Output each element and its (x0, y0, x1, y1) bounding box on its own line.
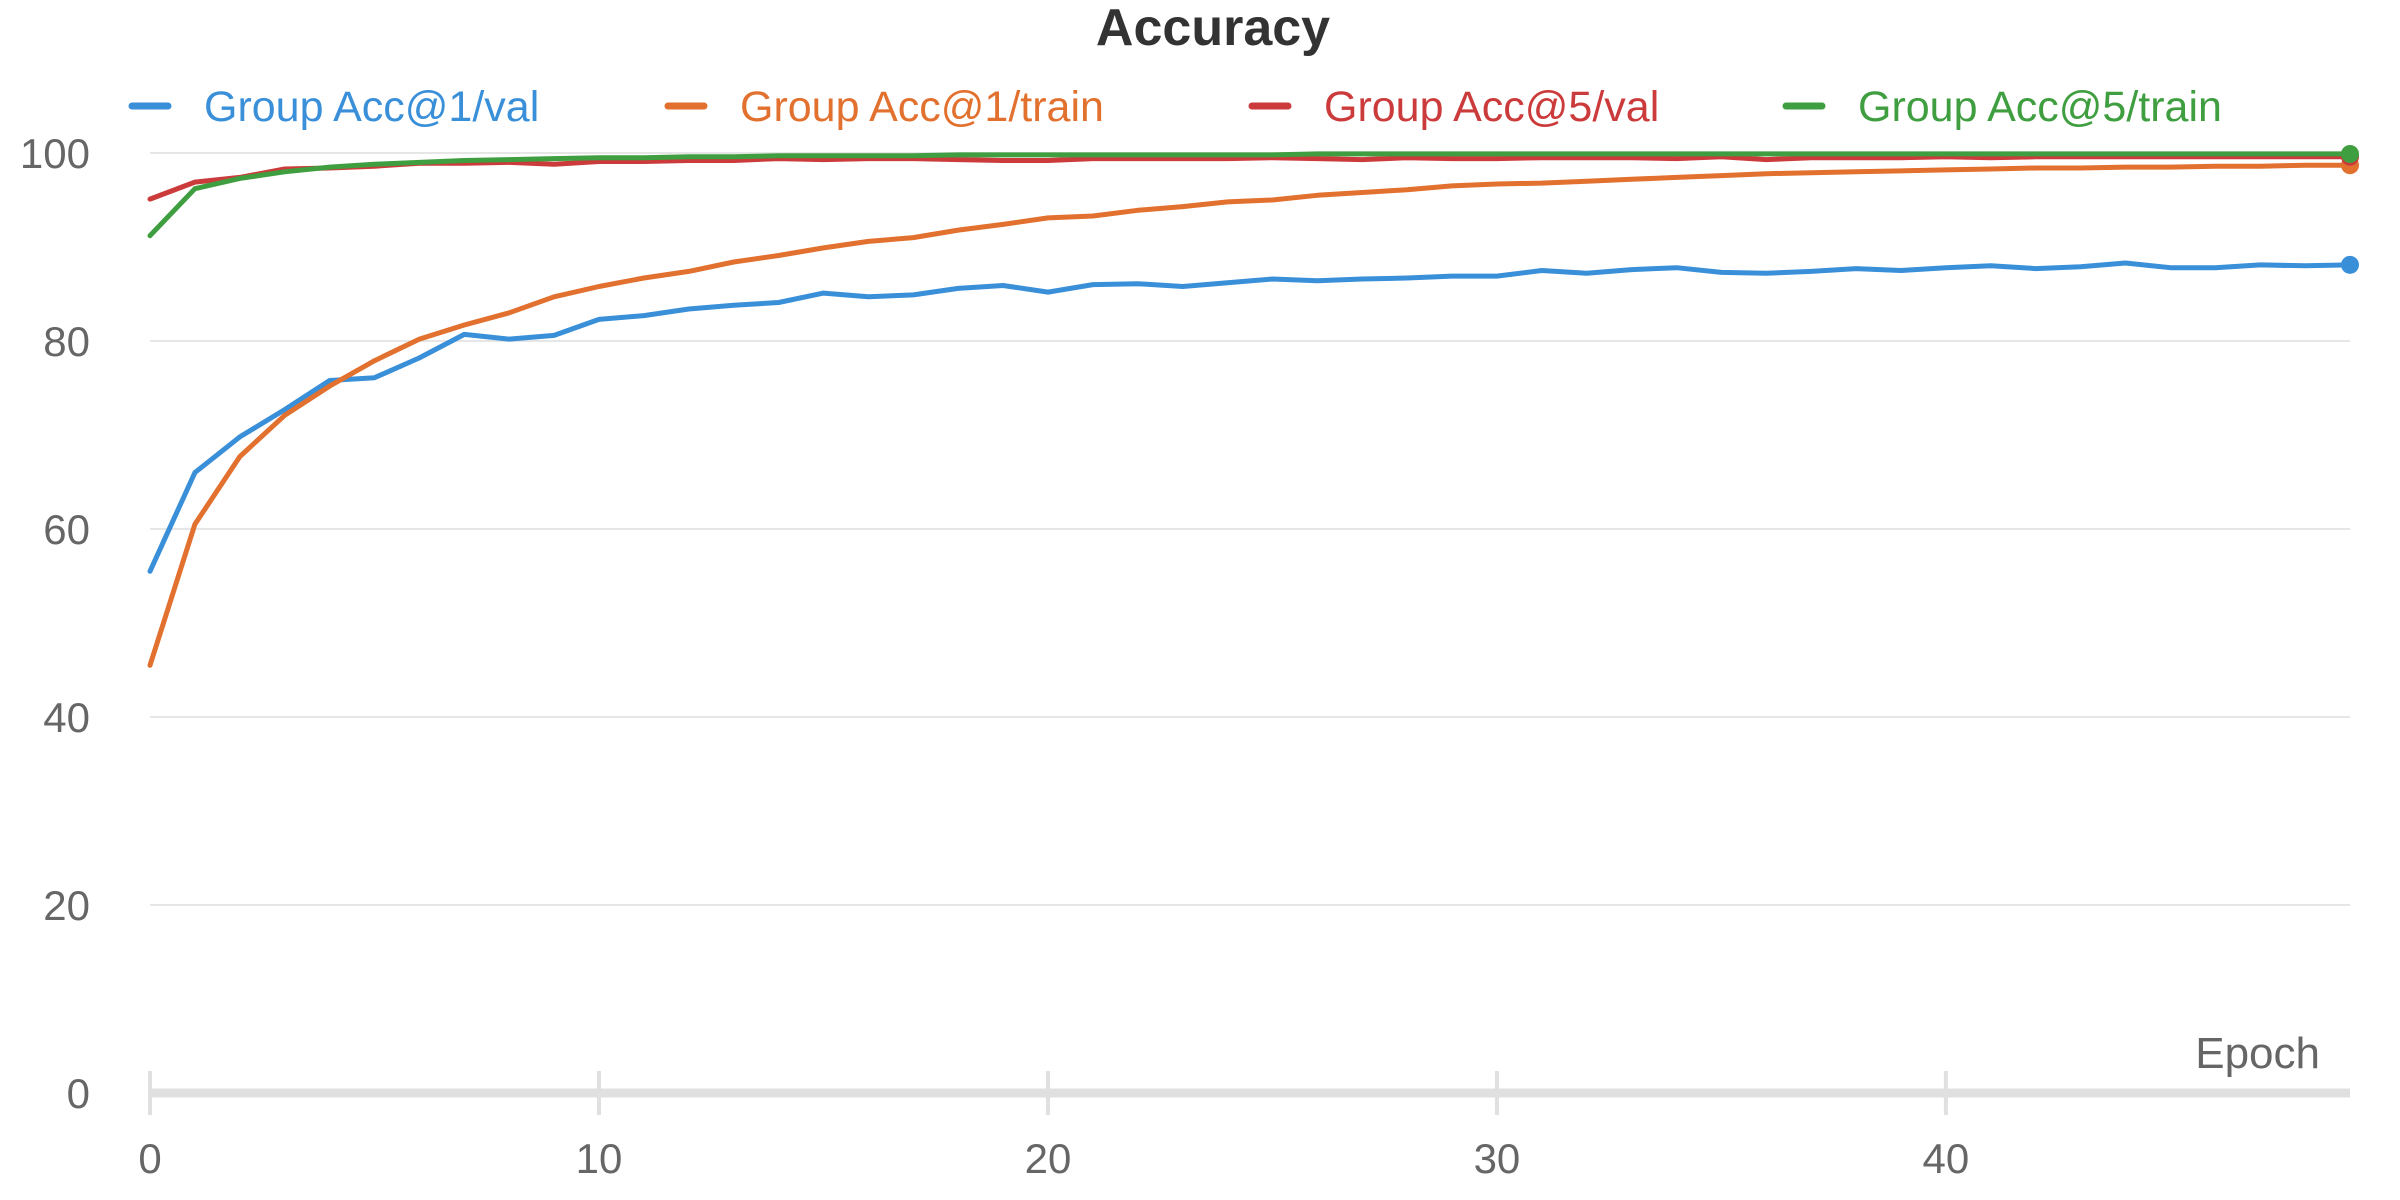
legend-item[interactable]: Group Acc@1/train (664, 83, 1104, 131)
legend-label: Group Acc@1/val (204, 83, 539, 131)
y-tick-label: 0 (67, 1070, 90, 1117)
x-tick-label: 40 (1923, 1135, 1970, 1182)
chart-title: Accuracy (1096, 0, 1330, 57)
x-axis: 0 10 20 30 40 (138, 1071, 2350, 1182)
x-tick-label: 0 (138, 1135, 161, 1182)
y-tick-label: 100 (20, 130, 90, 177)
y-tick-label: 20 (43, 882, 90, 929)
legend-label: Group Acc@1/train (740, 83, 1104, 131)
y-tick-label: 80 (43, 318, 90, 365)
series-end-point[interactable] (2341, 144, 2359, 163)
legend-item[interactable]: Group Acc@1/val (128, 83, 539, 131)
series-end-point[interactable] (2341, 255, 2359, 274)
series-line (147, 162, 2353, 668)
legend-item[interactable]: Group Acc@5/train (1782, 83, 2222, 131)
series-line (147, 260, 2353, 574)
y-axis: 0 20 40 60 80 100 (20, 130, 90, 1117)
x-tick-label: 20 (1025, 1135, 1072, 1182)
x-axis-label: Epoch (2195, 1029, 2320, 1078)
y-tick-label: 60 (43, 506, 90, 553)
legend-label: Group Acc@5/train (1858, 83, 2222, 131)
x-tick-label: 10 (576, 1135, 623, 1182)
legend-item[interactable]: Group Acc@5/val (1248, 83, 1659, 131)
x-tick-label: 30 (1474, 1135, 1521, 1182)
legend: Group Acc@1/val Group Acc@1/train Group Ac… (128, 83, 2222, 131)
series-line (147, 151, 2353, 239)
y-tick-label: 40 (43, 694, 90, 741)
series-lines (147, 144, 2359, 668)
legend-label: Group Acc@5/val (1324, 83, 1659, 131)
series-line (147, 154, 2353, 202)
